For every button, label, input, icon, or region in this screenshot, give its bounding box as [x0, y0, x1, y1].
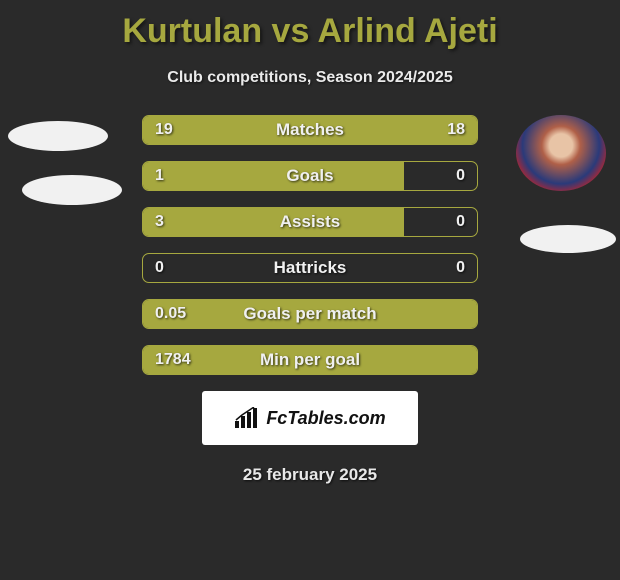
subtitle: Club competitions, Season 2024/2025	[0, 69, 620, 87]
bar-value-left: 19	[155, 121, 173, 139]
bar-row: 19 Matches 18	[142, 115, 478, 145]
player-right-placeholder-bottom	[520, 225, 616, 253]
comparison-bars: 19 Matches 18 1 Goals 0 3 Assists 0 0 Hattricks 0 0.…	[142, 115, 478, 375]
player-left-placeholder-top	[8, 121, 108, 151]
page-title: Kurtulan vs Arlind Ajeti	[0, 0, 620, 51]
branding-badge: FcTables.com	[202, 391, 418, 445]
bar-label: Assists	[280, 212, 340, 232]
bar-fill-left	[143, 162, 404, 190]
player-right-photo	[516, 115, 606, 191]
bar-value-left: 0.05	[155, 305, 186, 323]
bar-row: 0.05 Goals per match	[142, 299, 478, 329]
bar-value-left: 3	[155, 213, 164, 231]
player-left-placeholder-bottom	[22, 175, 122, 205]
bar-row: 1 Goals 0	[142, 161, 478, 191]
bar-row: 0 Hattricks 0	[142, 253, 478, 283]
bar-label: Goals	[286, 166, 333, 186]
bar-label: Matches	[276, 120, 344, 140]
bar-value-left: 0	[155, 259, 164, 277]
date-label: 25 february 2025	[0, 465, 620, 485]
bar-value-left: 1	[155, 167, 164, 185]
bar-value-right: 0	[456, 213, 465, 231]
bar-fill-left	[143, 208, 404, 236]
branding-text: FcTables.com	[266, 408, 385, 429]
fctables-logo-icon	[234, 407, 260, 429]
bar-value-right: 0	[456, 259, 465, 277]
player-left-avatar-group	[14, 115, 104, 205]
comparison-content: 19 Matches 18 1 Goals 0 3 Assists 0 0 Hattricks 0 0.…	[0, 115, 620, 375]
player-right-avatar-group	[516, 115, 606, 253]
bar-label: Min per goal	[260, 350, 360, 370]
bar-label: Hattricks	[274, 258, 347, 278]
bar-value-right: 0	[456, 167, 465, 185]
bar-value-right: 18	[447, 121, 465, 139]
bar-value-left: 1784	[155, 351, 191, 369]
bar-label: Goals per match	[243, 304, 376, 324]
bar-row: 3 Assists 0	[142, 207, 478, 237]
bar-row: 1784 Min per goal	[142, 345, 478, 375]
